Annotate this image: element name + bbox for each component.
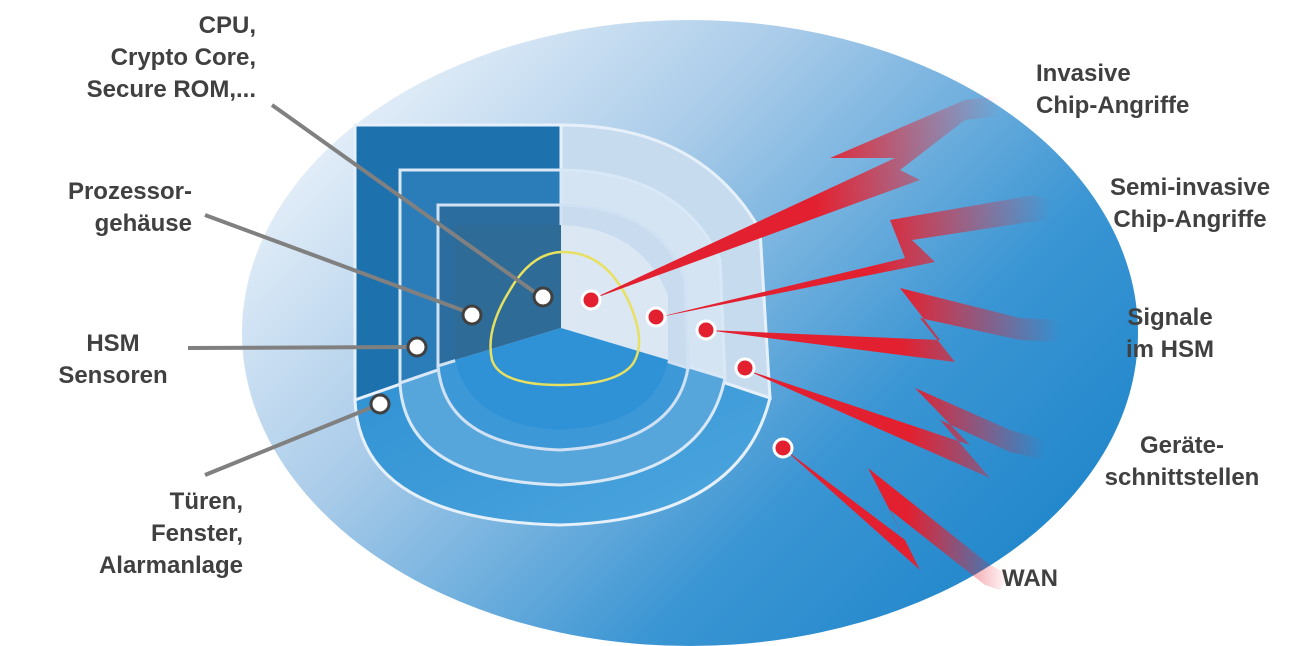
dot-wan (772, 437, 794, 459)
label-device-interfaces: Geräte- schnittstellen (1104, 432, 1260, 491)
dot-hsm-sensors (406, 336, 428, 358)
label-processor-housing: Prozessor- gehäuse (67, 178, 192, 237)
label-signals: Signale im HSM (1125, 304, 1214, 363)
dot-doors (369, 393, 391, 415)
label-doors: Türen, Fenster, Alarmanlage (98, 488, 243, 579)
layer-dots (369, 286, 794, 459)
bolt-invasive (590, 96, 1000, 300)
dot-invasive (580, 289, 602, 311)
core-outline (489, 250, 641, 387)
dot-signals (695, 319, 717, 341)
dot-semi-invasive (645, 306, 667, 328)
dot-device-interfaces (734, 357, 756, 379)
attack-bolts (590, 96, 1060, 590)
bolt-device-interfaces (744, 369, 1045, 478)
dot-processor-housing (461, 304, 483, 326)
label-semi-invasive: Semi-invasive Chip-Angriffe (1109, 174, 1271, 233)
bolt-semi-invasive (655, 195, 1050, 318)
bolt-signals (706, 288, 1060, 362)
label-invasive: Invasive Chip-Angriffe (1036, 60, 1190, 119)
dot-cpu (532, 286, 554, 308)
leader-lines (187, 103, 542, 477)
label-wan: WAN (1002, 565, 1058, 592)
label-hsm-sensors: HSM Sensoren (58, 330, 168, 389)
bolt-wan (783, 448, 1010, 590)
label-cpu: CPU, Crypto Core, Secure ROM,... (86, 12, 256, 103)
